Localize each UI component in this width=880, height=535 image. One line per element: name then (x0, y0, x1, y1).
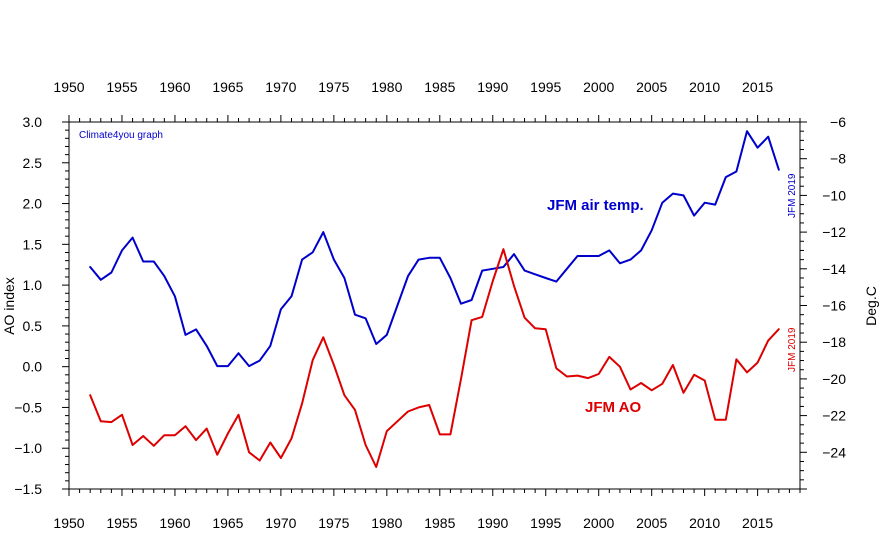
y-tick-label-left: −1.5 (14, 481, 42, 497)
x-tick-label-bottom: 1980 (371, 515, 402, 531)
tick-marks (62, 115, 807, 496)
x-tick-label-top: 1955 (106, 79, 137, 95)
y-tick-label-left: −1.0 (14, 440, 42, 456)
x-tick-label-bottom: 2000 (583, 515, 614, 531)
x-tick-label-bottom: 1950 (53, 515, 84, 531)
y-tick-label-left: 2.5 (23, 155, 43, 171)
x-tick-label-top: 1950 (53, 79, 84, 95)
y-tick-label-right: −16 (822, 298, 846, 314)
y-tick-label-right: −14 (822, 261, 846, 277)
series-label-ao: JFM AO (585, 399, 641, 416)
x-tick-label-bottom: 1975 (318, 515, 349, 531)
x-tick-label-bottom: 2005 (636, 515, 667, 531)
y-tick-label-left: 0.5 (23, 318, 43, 334)
x-tick-labels-top: 1950 1955 1960 1965 1970 1975 1980 1985 1990 1995… (53, 79, 773, 95)
x-tick-label-top: 1980 (371, 79, 402, 95)
x-tick-label-top: 1965 (212, 79, 243, 95)
end-label-ao: JFM 2019 (787, 327, 798, 372)
x-tick-label-bottom: 1970 (265, 515, 296, 531)
x-tick-label-top: 2005 (636, 79, 667, 95)
y-axis-title-right: Deg.C (863, 286, 879, 326)
y-tick-label-right: −24 (822, 444, 846, 460)
y-tick-label-right: −20 (822, 371, 846, 387)
x-tick-labels-bottom: 1950 1955 1960 1965 1970 1975 1980 1985 1990 1995… (53, 515, 773, 531)
x-tick-label-bottom: 1990 (477, 515, 508, 531)
end-label-air-temp: JFM 2019 (787, 173, 798, 218)
x-tick-label-top: 2000 (583, 79, 614, 95)
chart-credit: Climate4you graph (79, 130, 163, 141)
series-line-air-temp (89, 130, 780, 368)
y-tick-label-left: −0.5 (14, 399, 42, 415)
x-tick-label-bottom: 1955 (106, 515, 137, 531)
y-tick-labels-right: −6 −8 −10 −12 −14 −16 −18 −20 −22 −24 (822, 114, 846, 460)
y-tick-label-left: 0.0 (23, 359, 43, 375)
y-tick-labels-left: 3.0 2.5 2.0 1.5 1.0 0.5 0.0 −0.5 −1.0 −1.5 (14, 114, 42, 497)
x-tick-label-top: 1975 (318, 79, 349, 95)
x-tick-label-bottom: 1960 (159, 515, 190, 531)
x-tick-label-bottom: 1985 (424, 515, 455, 531)
y-tick-label-left: 1.5 (23, 236, 43, 252)
y-tick-label-right: −12 (822, 224, 846, 240)
x-tick-label-top: 2010 (689, 79, 720, 95)
y-tick-label-right: −22 (822, 408, 846, 424)
x-tick-label-top: 1960 (159, 79, 190, 95)
x-tick-label-top: 1995 (530, 79, 561, 95)
plot-frame (68, 121, 801, 490)
x-tick-label-top: 1985 (424, 79, 455, 95)
y-tick-label-left: 1.0 (23, 277, 43, 293)
x-tick-label-bottom: 1965 (212, 515, 243, 531)
x-tick-label-bottom: 2015 (742, 515, 773, 531)
y-tick-label-left: 3.0 (23, 114, 43, 130)
x-tick-label-top: 1990 (477, 79, 508, 95)
y-axis-title-left: AO index (1, 277, 17, 335)
y-tick-label-right: −6 (830, 114, 846, 130)
series-line-ao (89, 248, 780, 468)
x-tick-label-bottom: 1995 (530, 515, 561, 531)
series-label-air-temp: JFM air temp. (547, 197, 644, 214)
x-tick-label-bottom: 2010 (689, 515, 720, 531)
x-tick-label-top: 2015 (742, 79, 773, 95)
y-tick-label-right: −10 (822, 187, 846, 203)
y-tick-label-left: 2.0 (23, 196, 43, 212)
y-tick-label-right: −18 (822, 334, 846, 350)
series-lines (89, 130, 780, 468)
x-tick-label-top: 1970 (265, 79, 296, 95)
y-tick-label-right: −8 (830, 151, 846, 167)
